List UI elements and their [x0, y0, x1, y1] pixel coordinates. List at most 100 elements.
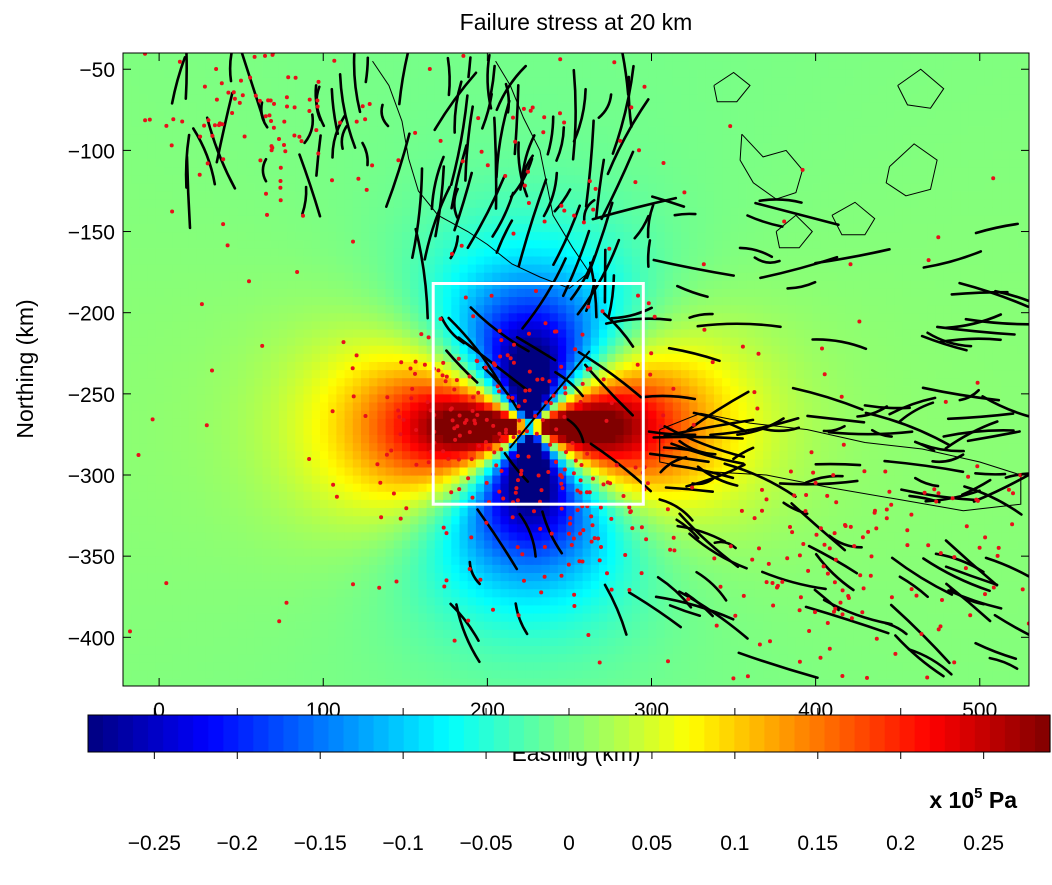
stress-cell — [541, 288, 551, 297]
stress-cell — [369, 53, 378, 62]
stress-cell — [147, 393, 157, 403]
stress-cell — [566, 328, 575, 338]
stress-cell — [582, 572, 592, 582]
stress-cell — [393, 475, 403, 484]
stress-cell — [237, 613, 247, 622]
stress-cell — [196, 426, 206, 435]
stress-cell — [188, 466, 198, 476]
stress-cell — [139, 345, 149, 354]
stress-cell — [590, 410, 600, 419]
stress-cell — [303, 85, 313, 95]
stress-cell — [164, 377, 173, 387]
stress-cell — [369, 475, 378, 484]
stress-cell — [492, 621, 502, 630]
stress-cell — [607, 645, 616, 655]
stress-cell — [147, 596, 157, 606]
stress-cell — [229, 507, 239, 517]
stress-cell — [237, 215, 247, 224]
stress-cell — [270, 596, 280, 606]
stress-cell — [426, 523, 436, 533]
stress-cell — [147, 345, 157, 354]
stress-cell — [196, 61, 206, 70]
stress-cell — [196, 69, 206, 78]
stress-cell — [221, 247, 231, 257]
stress-cell — [254, 296, 264, 306]
stress-cell — [459, 247, 469, 257]
stress-cell — [278, 507, 288, 517]
stress-cell — [443, 247, 452, 257]
stress-cell — [467, 150, 477, 160]
stress-cell — [615, 150, 625, 160]
stress-cell — [172, 564, 181, 573]
stress-cell — [574, 515, 584, 525]
stress-cell — [303, 158, 313, 168]
stress-cell — [303, 117, 313, 127]
stress-cell — [393, 531, 403, 541]
stress-cell — [188, 385, 198, 395]
stress-cell — [582, 101, 592, 111]
stress-cell — [213, 661, 223, 671]
stress-cell — [631, 320, 641, 330]
stress-cell — [278, 531, 288, 541]
stress-cell — [237, 320, 247, 330]
stress-cell — [237, 353, 247, 362]
stress-cell — [615, 93, 625, 103]
stress-cell — [525, 85, 534, 95]
stress-cell — [196, 539, 206, 549]
stress-cell — [221, 207, 231, 216]
stress-cell — [566, 93, 575, 103]
stress-cell — [484, 150, 493, 160]
stress-cell — [599, 458, 608, 468]
stress-cell — [640, 166, 649, 176]
stress-cell — [328, 523, 337, 533]
stress-cell — [303, 588, 313, 598]
stress-cell — [221, 361, 231, 371]
stress-cell — [188, 450, 198, 460]
stress-cell — [533, 320, 543, 330]
stress-cell — [574, 231, 584, 241]
stress-cell — [361, 515, 370, 525]
stress-cell — [352, 539, 362, 549]
stress-cell — [574, 458, 584, 468]
stress-cell — [402, 77, 411, 86]
stress-cell — [164, 93, 173, 103]
stress-cell — [262, 361, 272, 371]
stress-cell — [615, 645, 625, 655]
stress-cell — [311, 491, 321, 500]
stress-cell — [557, 661, 567, 671]
stress-cell — [557, 604, 567, 614]
stress-cell — [295, 174, 305, 184]
stress-cell — [205, 247, 214, 257]
stress-cell — [484, 450, 493, 460]
stress-cell — [131, 126, 140, 135]
stress-cell — [172, 580, 181, 590]
stress-cell — [221, 604, 231, 614]
stress-cell — [393, 572, 403, 582]
stress-cell — [147, 361, 157, 371]
stress-cell — [566, 653, 575, 663]
stress-cell — [475, 231, 485, 241]
stress-cell — [443, 207, 452, 216]
stress-cell — [262, 150, 272, 160]
stress-cell — [328, 458, 337, 468]
stress-cell — [377, 93, 387, 103]
stress-cell — [221, 61, 231, 70]
stress-cell — [205, 426, 214, 435]
stress-cell — [229, 117, 239, 127]
stress-cell — [484, 637, 493, 646]
stress-cell — [352, 215, 362, 224]
stress-cell — [205, 629, 214, 638]
stress-cell — [155, 483, 165, 492]
stress-cell — [155, 548, 165, 557]
stress-cell — [147, 320, 157, 330]
stress-cell — [443, 109, 452, 119]
stress-cell — [500, 69, 510, 78]
stress-cell — [188, 345, 198, 354]
stress-cell — [443, 150, 452, 160]
stress-cell — [188, 393, 198, 403]
stress-cell — [599, 539, 608, 549]
stress-cell — [172, 126, 181, 135]
stress-cell — [599, 142, 608, 151]
stress-cell — [131, 613, 140, 622]
stress-cell — [246, 61, 255, 70]
